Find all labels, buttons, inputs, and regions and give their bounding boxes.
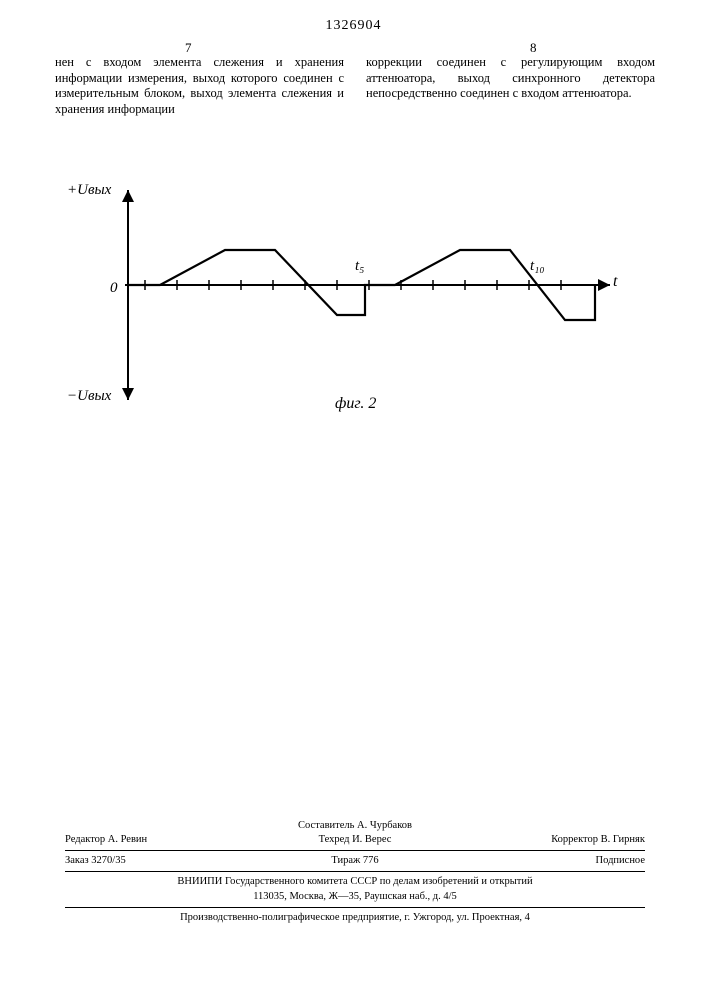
doc-number: 1326904 <box>0 18 707 34</box>
credits-row: Редактор А. Ревин Техред И. Верес Коррек… <box>65 833 645 847</box>
editor: Редактор А. Ревин <box>65 833 258 847</box>
right-column: коррекции соединен с регулирующим входом… <box>366 55 655 118</box>
techred: Техред И. Верес <box>258 833 451 847</box>
x-axis-arrow <box>598 279 610 291</box>
col-num-right: 8 <box>530 40 537 56</box>
order: Заказ 3270/35 <box>65 854 258 868</box>
address-line: 113035, Москва, Ж—35, Раушская наб., д. … <box>65 890 645 904</box>
page: 1326904 7 8 нен с входом элемента слежен… <box>0 0 707 1000</box>
imprint-block: Составитель А. Чурбаков Редактор А. Реви… <box>65 819 645 925</box>
divider-2 <box>65 871 645 872</box>
org-line: ВНИИПИ Государственного комитета СССР по… <box>65 875 645 889</box>
y-axis-arrow-up <box>122 190 134 202</box>
y-axis-arrow-down <box>122 388 134 400</box>
left-column: нен с входом элемента слежения и хранени… <box>55 55 344 118</box>
corrector: Корректор В. Гирняк <box>452 833 645 847</box>
figure-caption: фиг. 2 <box>335 395 376 413</box>
order-row: Заказ 3270/35 Тираж 776 Подписное <box>65 854 645 868</box>
col-num-left: 7 <box>185 40 192 56</box>
figure-2: +Uвых −Uвых 0 t t₅ t₁₀ фиг. 2 <box>65 185 635 445</box>
subscription: Подписное <box>452 854 645 868</box>
figure-svg <box>65 185 635 415</box>
printer-line: Производственно-полиграфическое предприя… <box>65 911 645 925</box>
tirage: Тираж 776 <box>258 854 451 868</box>
text-columns: нен с входом элемента слежения и хранени… <box>55 55 655 118</box>
divider-3 <box>65 907 645 908</box>
compiler-line: Составитель А. Чурбаков <box>65 819 645 833</box>
divider-1 <box>65 850 645 851</box>
